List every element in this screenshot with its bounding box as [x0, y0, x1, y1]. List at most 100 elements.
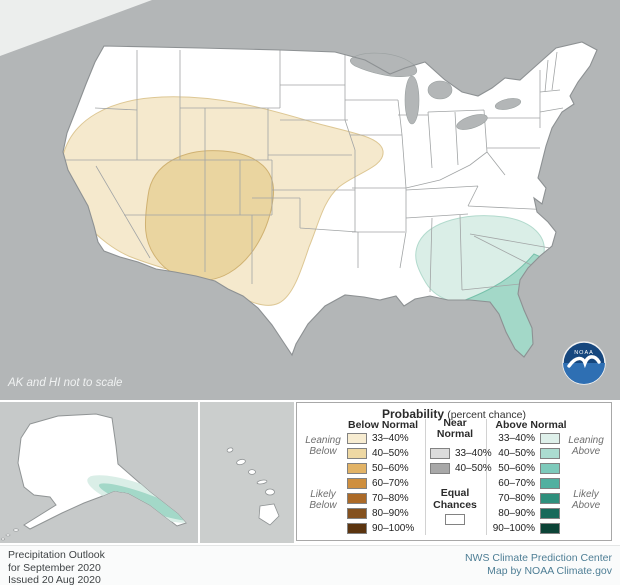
hawaiian-islands [226, 447, 280, 526]
legend-swatch [430, 448, 450, 459]
lake-huron [427, 80, 453, 100]
legend-leaning-below-label: Leaning Below [305, 435, 341, 457]
legend-row: 40–50% [347, 448, 414, 459]
lake-ontario [494, 98, 522, 110]
legend-swatch [430, 463, 450, 474]
legend-swatch [347, 523, 367, 534]
legend-row: 50–60% [347, 463, 414, 474]
legend-row: 90–100% [491, 523, 560, 534]
legend-column-below: 33–40% 40–50% 50–60% 60–70% 70–80% 80–90… [347, 433, 414, 538]
legend-row: 33–40% [430, 448, 492, 459]
footer-line: for September 2020 [8, 561, 101, 574]
legend-swatch [540, 478, 560, 489]
legend-separator [486, 419, 487, 535]
hawaii-inset-background [200, 402, 294, 543]
legend-range-label: 40–50% [498, 448, 535, 459]
legend-range-label: 80–90% [498, 508, 535, 519]
noaa-gull-icon [567, 355, 601, 369]
legend-swatch [347, 478, 367, 489]
legend-row: 40–50% [491, 448, 560, 459]
legend-swatch [540, 493, 560, 504]
legend-swatch [347, 493, 367, 504]
footer-line: Precipitation Outlook [8, 549, 105, 561]
legend-likely-below-label: Likely Below [309, 489, 337, 511]
legend-row: 33–40% [491, 433, 560, 444]
legend-swatch [540, 508, 560, 519]
legend-row: 90–100% [347, 523, 414, 534]
us-outline [62, 41, 598, 358]
equal-chances-label: Equal Chances [433, 487, 477, 511]
legend-swatch [540, 463, 560, 474]
island-niihau [226, 447, 234, 453]
conus-map-svg: AK and HI not to scale NOAA [0, 0, 620, 400]
legend-header-near: Near Normal [436, 417, 474, 440]
great-lakes [350, 52, 522, 130]
bottom-strip: Probability (percent chance) Below Norma… [0, 400, 620, 545]
footer-line: Issued 20 Aug 2020 [8, 574, 101, 585]
outlook-caption: Precipitation Outlook for September 2020… [8, 549, 105, 585]
legend-range-label: 60–70% [372, 478, 409, 489]
legend-header-above: Above Normal [495, 419, 567, 431]
footer-bar: Precipitation Outlook for September 2020… [0, 545, 620, 585]
legend-range-label: 40–50% [372, 448, 409, 459]
legend-range-label: 90–100% [372, 523, 415, 534]
legend-range-label: 33–40% [455, 448, 492, 459]
legend-range-label: 50–60% [498, 463, 535, 474]
noaa-logo-lower-half [563, 363, 605, 384]
map-corner-artifact [0, 0, 152, 56]
legend-swatch [347, 508, 367, 519]
footer-line: Map by NOAA Climate.gov [487, 565, 612, 577]
legend-swatch [347, 448, 367, 459]
legend-row: 33–40% [347, 433, 414, 444]
legend-range-label: 80–90% [372, 508, 409, 519]
hawaii-inset-map [200, 402, 294, 543]
legend-row: 50–60% [491, 463, 560, 474]
legend-row: 60–70% [347, 478, 414, 489]
legend-header-below: Below Normal [347, 419, 418, 431]
legend-row: 80–90% [491, 508, 560, 519]
island-hawaii [258, 503, 280, 526]
legend-row: 40–50% [430, 463, 492, 474]
footer-line: NWS Climate Prediction Center [464, 552, 612, 564]
us-precipitation-map: AK and HI not to scale NOAA [0, 0, 620, 400]
island-maui [265, 488, 275, 496]
lake-erie [456, 114, 488, 130]
legend-range-label: 33–40% [372, 433, 409, 444]
legend-row: 70–80% [491, 493, 560, 504]
lake-michigan [404, 75, 420, 125]
legend-range-label: 50–60% [372, 463, 409, 474]
legend-title: Probability (percent chance) [297, 407, 611, 421]
island-kauai [236, 458, 246, 466]
legend-swatch [540, 433, 560, 444]
legend-range-label: 33–40% [498, 433, 535, 444]
alaska-svg [0, 402, 198, 543]
legend-swatch [347, 433, 367, 444]
hawaii-svg [200, 402, 294, 543]
legend-likely-above-label: Likely Above [571, 489, 601, 511]
aleutian-islands [0, 528, 19, 541]
legend-row: 80–90% [347, 508, 414, 519]
legend-range-label: 60–70% [498, 478, 535, 489]
probability-legend: Probability (percent chance) Below Norma… [296, 402, 612, 541]
legend-swatch [347, 463, 367, 474]
legend-range-label: 90–100% [492, 523, 535, 534]
legend-title-main: Probability [381, 407, 444, 421]
legend-range-label: 70–80% [372, 493, 409, 504]
legend-column-near: 33–40% 40–50% [430, 448, 492, 478]
legend-leaning-above-label: Leaning Above [568, 435, 604, 457]
region-below-normal-40-50 [144, 150, 275, 281]
credit-caption: NWS Climate Prediction Center Map by NOA… [465, 552, 612, 578]
noaa-logo: NOAA [562, 341, 606, 385]
legend-range-label: 70–80% [498, 493, 535, 504]
legend-row: 70–80% [347, 493, 414, 504]
legend-title-note: (percent chance) [447, 409, 526, 421]
legend-swatch [540, 448, 560, 459]
legend-row: 60–70% [491, 478, 560, 489]
equal-chances-swatch [445, 514, 465, 525]
legend-separator [425, 419, 426, 535]
island-oahu [248, 469, 256, 475]
island-molokai [256, 479, 268, 485]
legend-swatch [540, 523, 560, 534]
noaa-logo-text: NOAA [574, 350, 594, 356]
